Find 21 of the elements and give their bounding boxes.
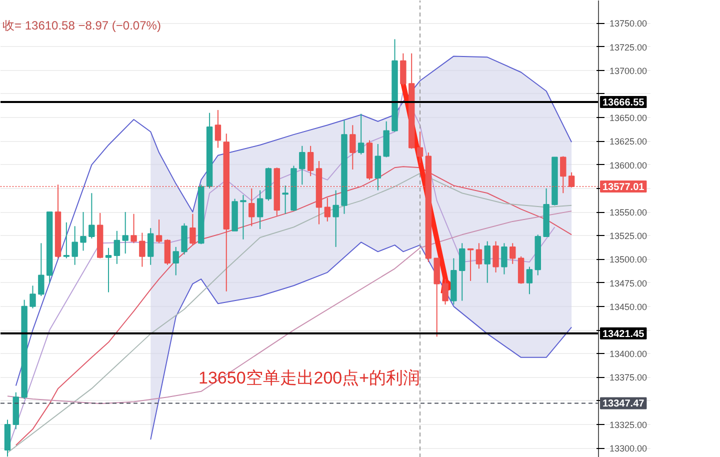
y-tick-label: 13625.00: [610, 136, 648, 147]
y-tick-label: 13300.00: [610, 444, 648, 454]
ref-line-label: 13577.01: [602, 182, 645, 193]
y-tick-label: 13500.00: [610, 254, 648, 265]
y-tick-label: 13475.00: [610, 278, 648, 288]
ref-line-label: 13347.47: [602, 398, 645, 410]
y-tick-label: 13750.00: [610, 18, 648, 29]
y-tick-label: 13375.00: [610, 372, 648, 383]
y-tick-label: 13700.00: [610, 66, 648, 76]
y-tick-label: 13400.00: [610, 349, 648, 360]
ref-line-label: 13421.45: [602, 328, 645, 340]
annotation: 13650空单走出200点+的利润: [198, 368, 420, 388]
y-tick-label: 13325.00: [610, 420, 648, 430]
y-tick-label: 13525.00: [610, 231, 648, 242]
y-tick-label: 13650.00: [610, 113, 648, 124]
y-tick-label: 13600.00: [610, 160, 648, 170]
annotation: 收= 13610.58 −8.97 (−0.07%): [2, 18, 161, 32]
y-tick-label: 13725.00: [610, 42, 648, 52]
y-tick-label: 13450.00: [610, 302, 648, 312]
ref-line-label: 13666.55: [602, 97, 645, 108]
y-tick-label: 13550.00: [610, 208, 648, 218]
